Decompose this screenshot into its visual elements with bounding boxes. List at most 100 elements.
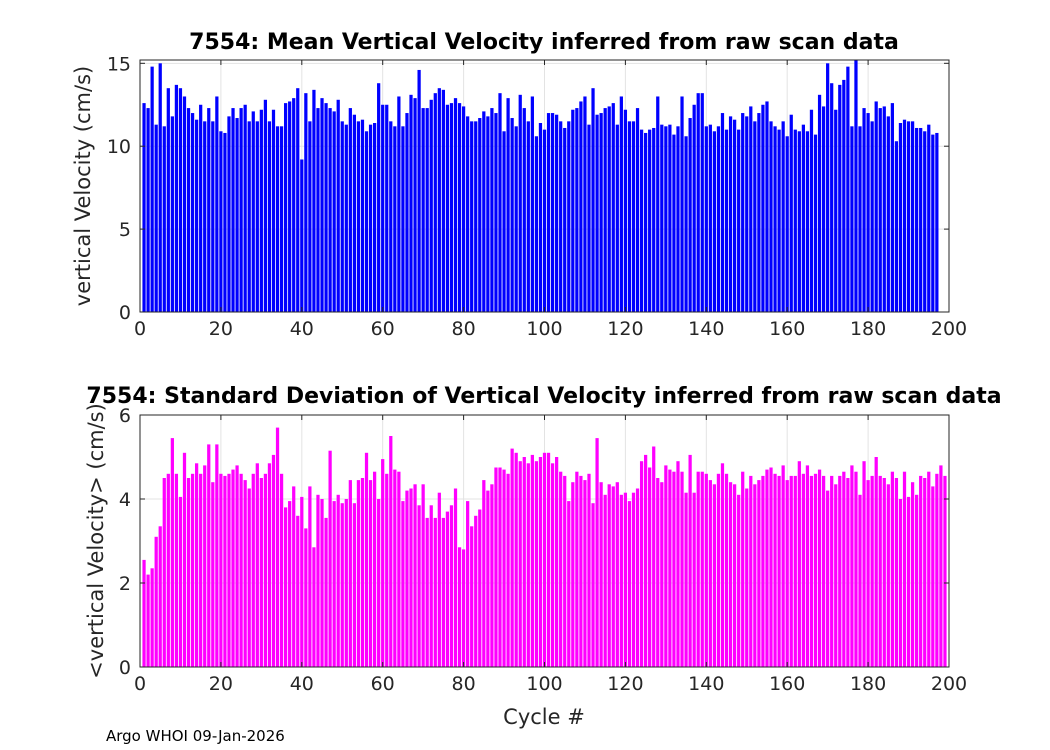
- bar: [668, 469, 672, 667]
- bar: [166, 473, 170, 667]
- bar: [591, 503, 595, 667]
- bar: [538, 123, 543, 312]
- bar: [927, 471, 931, 667]
- bar: [328, 108, 332, 312]
- bar: [368, 124, 373, 312]
- bar: [215, 96, 219, 312]
- bar: [449, 505, 454, 667]
- bar: [142, 103, 146, 313]
- bar: [834, 109, 838, 312]
- bar: [490, 108, 494, 312]
- bar: [207, 108, 211, 312]
- x-tick-label: 160: [769, 318, 805, 340]
- bar: [300, 496, 304, 667]
- y-tick-label: 0: [119, 657, 131, 679]
- bar: [797, 461, 801, 667]
- bar: [223, 475, 227, 667]
- bar: [745, 488, 749, 667]
- bar: [599, 113, 603, 312]
- bar: [793, 475, 797, 667]
- bar: [243, 480, 247, 667]
- bar: [777, 475, 781, 667]
- bar: [741, 113, 745, 312]
- bar: [336, 99, 340, 312]
- bar: [312, 547, 316, 667]
- bar: [522, 457, 526, 667]
- bar: [356, 121, 361, 312]
- bar: [453, 488, 458, 667]
- bar: [737, 494, 741, 667]
- bar: [898, 499, 903, 667]
- bar: [644, 132, 648, 312]
- chart-title-mean: 7554: Mean Vertical Velocity inferred fr…: [189, 30, 899, 55]
- bar: [178, 88, 183, 313]
- bar: [571, 109, 575, 312]
- bar: [559, 121, 563, 312]
- bar: [575, 471, 579, 667]
- bar: [931, 134, 935, 312]
- bar: [838, 475, 842, 667]
- bar: [797, 131, 801, 312]
- bar: [393, 126, 397, 312]
- x-tick-label: 40: [290, 318, 314, 340]
- bar: [482, 480, 486, 667]
- bar: [344, 124, 348, 312]
- bar: [263, 99, 268, 312]
- bar: [510, 448, 514, 667]
- x-tick-label: 60: [371, 318, 395, 340]
- bar: [623, 109, 628, 312]
- bar: [842, 79, 846, 312]
- bar: [680, 96, 684, 312]
- bar: [429, 505, 433, 667]
- bar: [603, 108, 607, 312]
- bar: [704, 473, 708, 667]
- bar: [170, 116, 174, 312]
- bar: [348, 480, 352, 667]
- bar: [518, 94, 522, 312]
- bar: [631, 121, 636, 312]
- bar: [385, 473, 389, 667]
- bar: [546, 452, 551, 667]
- bar: [724, 129, 729, 312]
- bar: [441, 517, 445, 667]
- bar: [902, 471, 907, 667]
- bar: [146, 108, 150, 312]
- bar: [878, 475, 882, 667]
- bar: [830, 475, 834, 667]
- bars-std: [142, 427, 947, 667]
- bar: [352, 503, 357, 667]
- bar: [923, 478, 927, 667]
- bar: [927, 124, 931, 312]
- bar: [943, 475, 947, 667]
- y-tick-label: 4: [119, 489, 131, 511]
- bar: [919, 127, 923, 312]
- bar: [170, 438, 174, 667]
- bar: [486, 116, 490, 312]
- bar: [393, 469, 397, 667]
- bar: [700, 471, 704, 667]
- bar: [635, 108, 640, 312]
- bar: [546, 113, 551, 312]
- bar: [555, 114, 559, 312]
- bar: [846, 478, 850, 667]
- bar: [761, 104, 765, 313]
- bar: [801, 473, 805, 667]
- bar: [801, 124, 805, 312]
- bar: [510, 118, 514, 313]
- x-tick-label: 80: [452, 318, 476, 340]
- bar: [215, 444, 219, 667]
- bar: [850, 126, 854, 312]
- bar: [826, 490, 830, 667]
- bar: [478, 118, 482, 313]
- x-tick-label: 20: [209, 673, 233, 695]
- bar: [288, 101, 292, 313]
- bar: [421, 484, 425, 667]
- bar: [870, 121, 874, 312]
- bar: [356, 480, 361, 667]
- bar: [279, 126, 284, 312]
- bar: [935, 132, 939, 312]
- x-tick-label: 80: [452, 673, 476, 695]
- bar: [207, 444, 211, 667]
- bar: [223, 132, 227, 312]
- bar: [235, 465, 239, 667]
